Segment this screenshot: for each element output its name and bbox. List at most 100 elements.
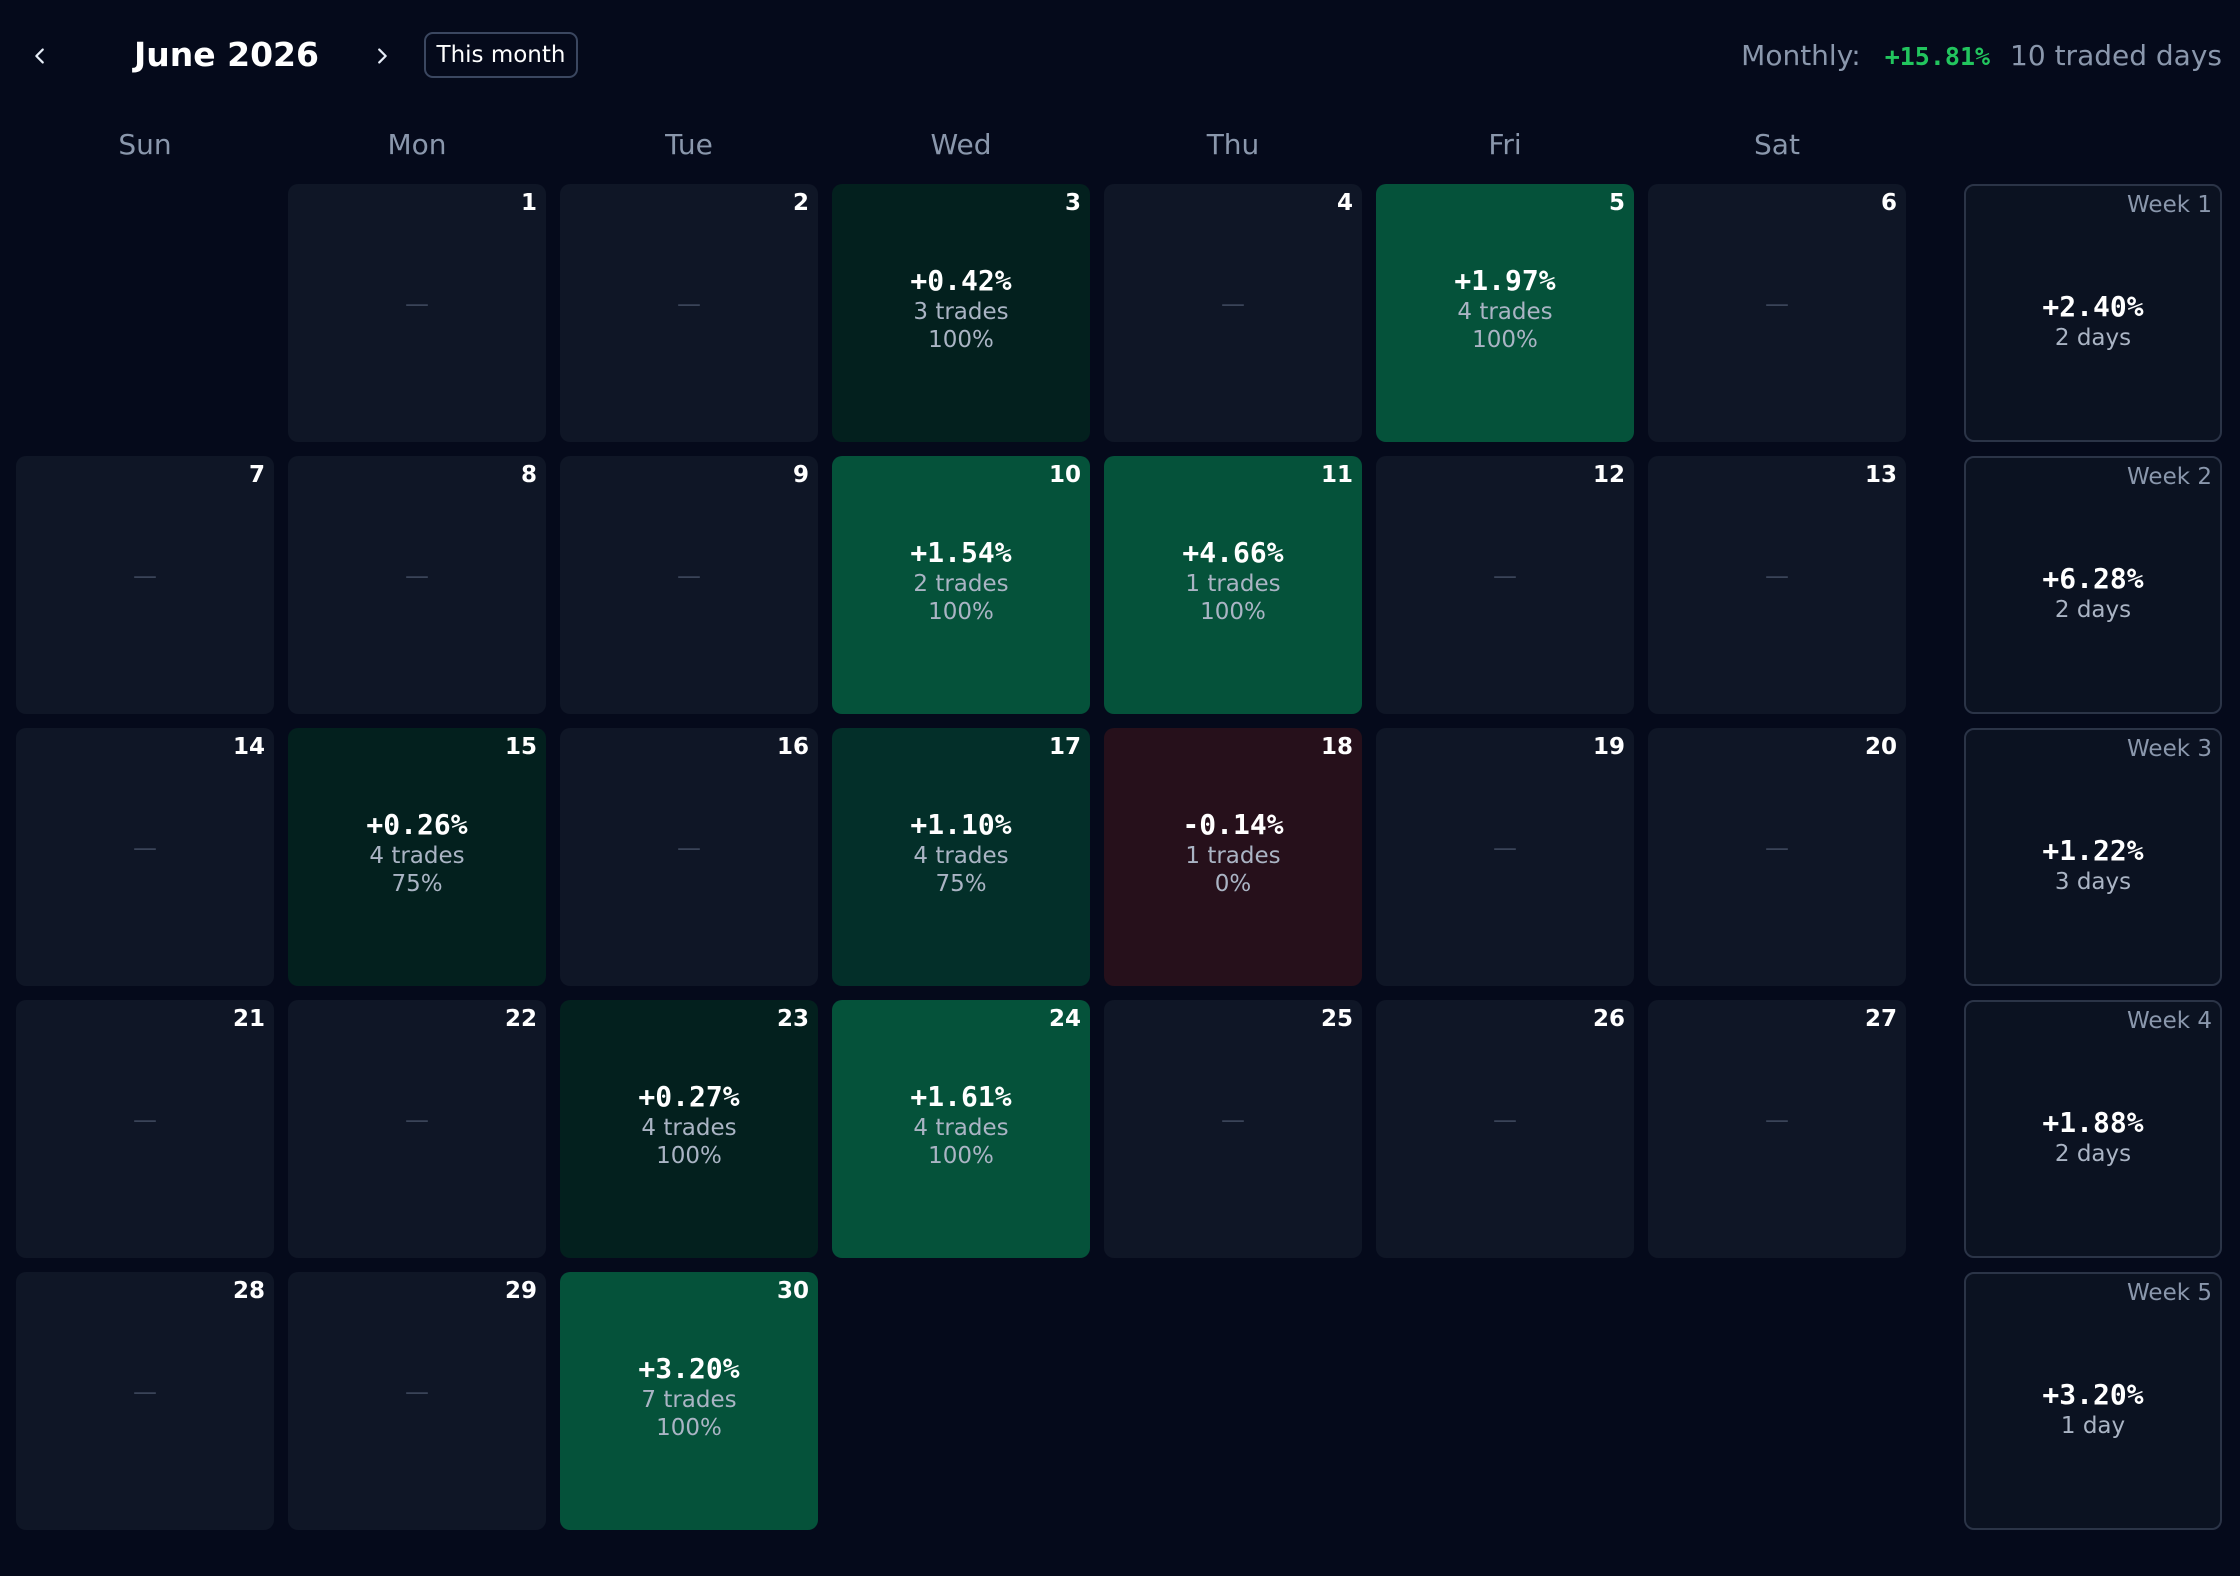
week-pnl: +6.28%	[2042, 562, 2144, 595]
day-cell-12[interactable]: 12 —	[1376, 456, 1634, 714]
day-win-rate: 100%	[928, 327, 994, 353]
no-trades-marker: —	[677, 834, 701, 862]
day-cell-7[interactable]: 7—	[16, 456, 274, 714]
day-number: 17	[1048, 734, 1081, 760]
day-number: 20	[1864, 734, 1897, 760]
week-days: 2 days	[2054, 325, 2132, 351]
day-trades: 4 trades	[641, 1115, 737, 1141]
week-label: Week 4	[2127, 1008, 2212, 1034]
day-stats: +3.20% 7 trades 100%	[560, 1352, 818, 1442]
day-cell-19[interactable]: 19 —	[1376, 728, 1634, 986]
day-cell-25[interactable]: 25 —	[1104, 1000, 1362, 1258]
day-cell-5[interactable]: 5 +1.97% 4 trades 100%	[1376, 184, 1634, 442]
day-cell-27[interactable]: 27 —	[1648, 1000, 1906, 1258]
day-stats: +0.27% 4 trades 100%	[560, 1080, 818, 1170]
monthly-summary: Monthly: +15.81% 10 traded days	[1741, 34, 2222, 78]
day-cell-2[interactable]: 2—	[560, 184, 818, 442]
day-cell-10[interactable]: 10 +1.54% 2 trades 100%	[832, 456, 1090, 714]
day-cell-23[interactable]: 23 +0.27% 4 trades 100%	[560, 1000, 818, 1258]
day-number: 6	[1880, 190, 1897, 216]
day-number: 5	[1608, 190, 1625, 216]
monthly-label: Monthly:	[1741, 39, 1861, 72]
day-pnl: +3.20%	[638, 1352, 740, 1385]
day-pnl: +1.54%	[910, 536, 1012, 569]
week-summary-3[interactable]: Week 3 +1.22% 3 days	[1964, 728, 2222, 986]
day-cell-13[interactable]: 13 —	[1648, 456, 1906, 714]
day-trades: 1 trades	[1185, 843, 1281, 869]
day-cell-11[interactable]: 11 +4.66% 1 trades 100%	[1104, 456, 1362, 714]
day-cell-26[interactable]: 26 —	[1376, 1000, 1634, 1258]
day-cell-29[interactable]: 29 —	[288, 1272, 546, 1530]
day-trades: 4 trades	[913, 1115, 1009, 1141]
day-number: 1	[520, 190, 537, 216]
week-summary-5[interactable]: Week 5 +3.20% 1 day	[1964, 1272, 2222, 1530]
week-stats: +1.88% 2 days	[1966, 1106, 2220, 1168]
day-pnl: +0.42%	[910, 264, 1012, 297]
day-pnl: -0.14%	[1182, 808, 1284, 841]
day-win-rate: 75%	[935, 871, 987, 897]
month-title: June 2026	[134, 35, 319, 74]
day-number: 22	[504, 1006, 537, 1032]
day-stats: +1.61% 4 trades 100%	[832, 1080, 1090, 1170]
day-cell-16[interactable]: 16 —	[560, 728, 818, 986]
day-trades: 4 trades	[913, 843, 1009, 869]
week-summary-2[interactable]: Week 2 +6.28% 2 days	[1964, 456, 2222, 714]
day-stats: +1.10% 4 trades 75%	[832, 808, 1090, 898]
day-cell-6[interactable]: 6—	[1648, 184, 1906, 442]
day-cell-20[interactable]: 20 —	[1648, 728, 1906, 986]
no-trades-marker: —	[133, 1106, 157, 1134]
day-cell-28[interactable]: 28 —	[16, 1272, 274, 1530]
no-trades-marker: —	[405, 1106, 429, 1134]
day-number: 12	[1592, 462, 1625, 488]
week-summary-1[interactable]: Week 1 +2.40% 2 days	[1964, 184, 2222, 442]
no-trades-marker: —	[405, 1378, 429, 1406]
day-win-rate: 100%	[928, 599, 994, 625]
day-number: 8	[520, 462, 537, 488]
day-number: 30	[776, 1278, 809, 1304]
day-cell-9[interactable]: 9—	[560, 456, 818, 714]
no-trades-marker: —	[1765, 834, 1789, 862]
weekday-mon: Mon	[387, 128, 447, 161]
next-month-button[interactable]	[360, 34, 404, 78]
day-cell-22[interactable]: 22 —	[288, 1000, 546, 1258]
day-number: 23	[776, 1006, 809, 1032]
this-month-button[interactable]: This month	[424, 32, 578, 78]
day-win-rate: 100%	[656, 1415, 722, 1441]
day-cell-4[interactable]: 4—	[1104, 184, 1362, 442]
day-cell-3[interactable]: 3 +0.42% 3 trades 100%	[832, 184, 1090, 442]
week-pnl: +1.88%	[2042, 1106, 2144, 1139]
day-cell-8[interactable]: 8—	[288, 456, 546, 714]
day-cell-14[interactable]: 14 —	[16, 728, 274, 986]
day-win-rate: 0%	[1214, 871, 1252, 897]
week-pnl: +1.22%	[2042, 834, 2144, 867]
week-summary-4[interactable]: Week 4 +1.88% 2 days	[1964, 1000, 2222, 1258]
no-trades-marker: —	[405, 562, 429, 590]
week-stats: +6.28% 2 days	[1966, 562, 2220, 624]
week-pnl: +3.20%	[2042, 1378, 2144, 1411]
day-cell-1[interactable]: 1—	[288, 184, 546, 442]
day-number: 2	[792, 190, 809, 216]
day-cell-30[interactable]: 30 +3.20% 7 trades 100%	[560, 1272, 818, 1530]
week-days: 3 days	[2054, 869, 2132, 895]
week-stats: +1.22% 3 days	[1966, 834, 2220, 896]
day-win-rate: 100%	[656, 1143, 722, 1169]
day-cell-17[interactable]: 17 +1.10% 4 trades 75%	[832, 728, 1090, 986]
day-number: 27	[1864, 1006, 1897, 1032]
day-cell-21[interactable]: 21 —	[16, 1000, 274, 1258]
weekday-sun: Sun	[118, 128, 172, 161]
day-number: 11	[1320, 462, 1353, 488]
day-cell-24[interactable]: 24 +1.61% 4 trades 100%	[832, 1000, 1090, 1258]
day-trades: 2 trades	[913, 571, 1009, 597]
day-number: 21	[232, 1006, 265, 1032]
week-pnl: +2.40%	[2042, 290, 2144, 323]
day-cell-18[interactable]: 18 -0.14% 1 trades 0%	[1104, 728, 1362, 986]
chevron-left-icon	[35, 48, 44, 64]
day-number: 19	[1592, 734, 1625, 760]
week-stats: +3.20% 1 day	[1966, 1378, 2220, 1440]
previous-month-button[interactable]	[18, 34, 62, 78]
day-cell-15[interactable]: 15 +0.26% 4 trades 75%	[288, 728, 546, 986]
day-number: 15	[504, 734, 537, 760]
day-number: 13	[1864, 462, 1897, 488]
day-stats: -0.14% 1 trades 0%	[1104, 808, 1362, 898]
no-trades-marker: —	[133, 834, 157, 862]
